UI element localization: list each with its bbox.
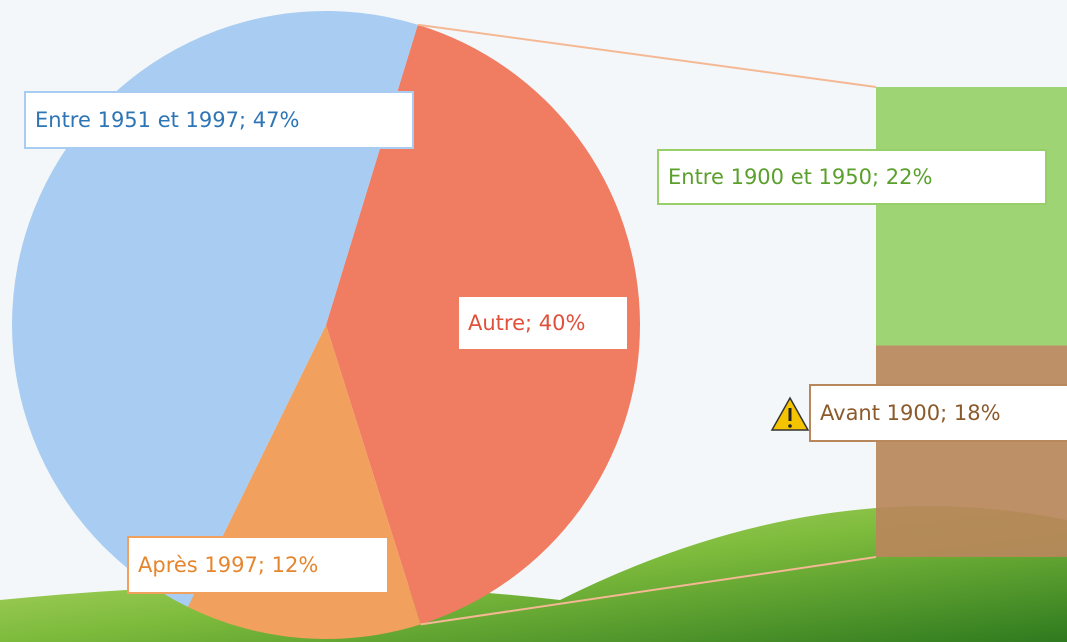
bar-segment bbox=[876, 87, 1067, 346]
data-label: Autre; 40% bbox=[468, 311, 585, 335]
data-label: Entre 1900 et 1950; 22% bbox=[668, 165, 932, 189]
data-label: Avant 1900; 18% bbox=[820, 401, 1001, 425]
data-label: Entre 1951 et 1997; 47% bbox=[35, 108, 299, 132]
data-label: Après 1997; 12% bbox=[138, 553, 318, 577]
page: Autre; 40% Après 1997; 12% Entre 1951 et 1… bbox=[0, 0, 1067, 642]
bar-segment bbox=[876, 346, 1067, 558]
plot: Autre; 40% Après 1997; 12% Entre 1951 et 1… bbox=[12, 11, 1067, 639]
chart: Autre; 40% Après 1997; 12% Entre 1951 et 1… bbox=[0, 0, 1067, 642]
